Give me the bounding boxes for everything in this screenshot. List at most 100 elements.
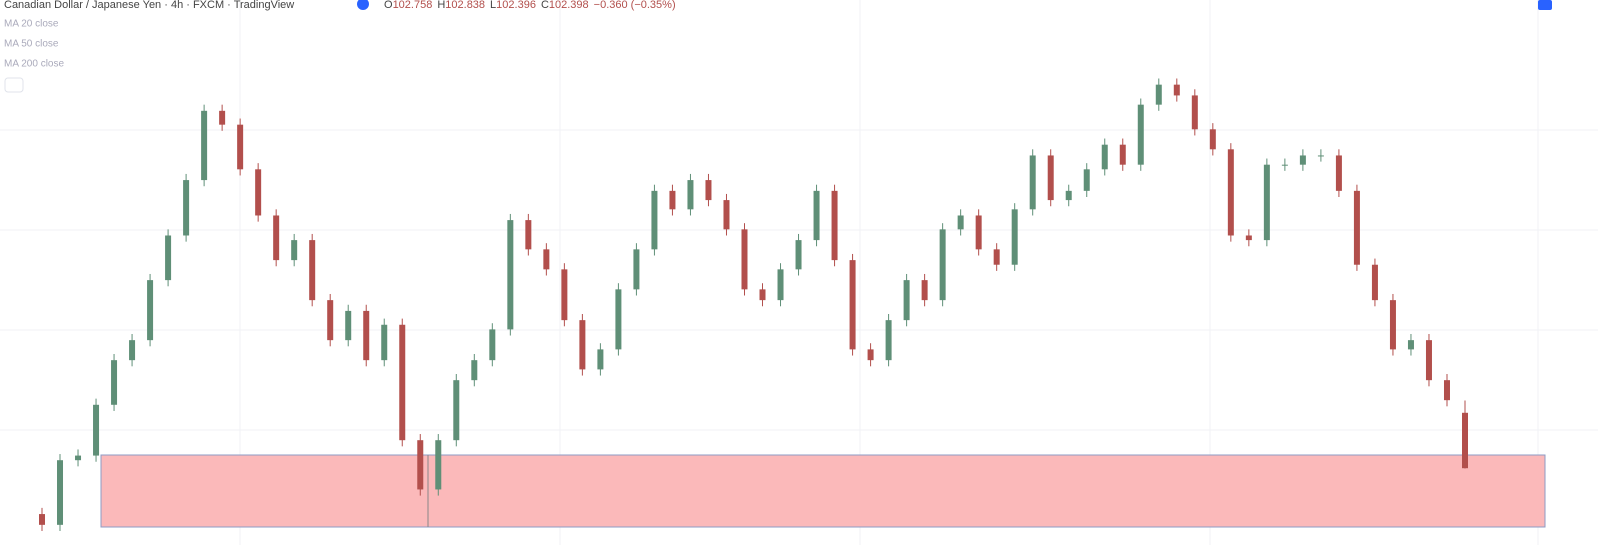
candle-body	[777, 269, 784, 301]
candle-body	[651, 190, 658, 250]
candle-body	[1407, 340, 1414, 350]
candle-body	[255, 169, 262, 216]
candle-body	[363, 310, 370, 361]
candle-body	[165, 235, 172, 281]
candle-body	[183, 180, 190, 236]
candle-body	[561, 269, 568, 321]
candle-body	[1119, 144, 1126, 165]
candle-body	[1083, 169, 1090, 191]
candle-body	[1335, 155, 1342, 191]
candle-body	[525, 220, 532, 250]
candle-body	[1425, 340, 1432, 381]
ohlc-letter: H	[437, 0, 445, 11]
indicator-label[interactable]: MA 20 close	[4, 19, 59, 30]
candle-body	[1389, 300, 1396, 350]
candle-body	[1353, 190, 1360, 265]
candle-body	[75, 455, 82, 461]
collapse-button[interactable]	[4, 77, 24, 93]
candle-body	[381, 324, 388, 361]
candle-body	[1317, 155, 1324, 157]
candle-body	[435, 440, 442, 490]
candle-body	[1299, 155, 1306, 165]
candle-body	[1371, 264, 1378, 301]
candle-body	[39, 514, 45, 525]
candle-body	[453, 380, 460, 441]
candle-body	[867, 349, 874, 361]
candle-body	[399, 324, 406, 441]
candle-body	[129, 340, 136, 361]
symbol-title: Canadian Dollar / Japanese Yen · 4h · FX…	[4, 0, 294, 11]
candle-body	[489, 329, 496, 361]
candle-body	[93, 404, 100, 456]
candle-body	[903, 280, 910, 321]
candle-body	[291, 240, 298, 261]
candle-body	[885, 320, 892, 361]
candle-body	[1047, 155, 1054, 201]
candle-body	[993, 249, 1000, 265]
candle-body	[309, 240, 316, 301]
candle-body	[1011, 209, 1018, 265]
candle-body	[57, 460, 64, 525]
candle-body	[633, 249, 640, 290]
candle-body	[471, 360, 478, 381]
candle-body	[1191, 95, 1198, 130]
candle-body	[687, 180, 694, 210]
candle-body	[1101, 144, 1108, 170]
candle-body	[1281, 164, 1288, 166]
candle-body	[579, 320, 586, 370]
candle-body	[795, 240, 802, 270]
candle-body	[327, 300, 334, 341]
candle-body	[1155, 84, 1162, 105]
candle-body	[543, 249, 550, 270]
candle-body	[975, 215, 982, 250]
candle-body	[147, 280, 154, 341]
change: −0.360 (−0.35%)	[594, 0, 676, 11]
ohlc-letter: O	[384, 0, 393, 11]
candle-body	[921, 280, 928, 301]
indicator-label[interactable]: MA 50 close	[4, 39, 59, 50]
candle-body	[813, 190, 820, 241]
candle-body	[669, 190, 676, 210]
candle-body	[417, 440, 424, 490]
ohlc-readout: O 102.758 H 102.838 L 102.396 C 102.398	[384, 0, 589, 11]
candle-body	[831, 190, 838, 261]
candle-body	[111, 360, 118, 405]
ohlc-value: 102.396	[496, 0, 536, 11]
candle-body	[615, 289, 622, 350]
candle-body	[1065, 190, 1072, 201]
replay-icon[interactable]	[357, 0, 369, 10]
ohlc-letter: C	[541, 0, 549, 11]
candle-body	[597, 349, 604, 370]
candle-body	[1462, 412, 1468, 469]
candle-body	[957, 215, 964, 230]
candle-body	[1173, 84, 1180, 96]
candle-body	[507, 220, 514, 330]
candle-body	[237, 124, 244, 170]
indicator-label[interactable]: MA 200 close	[4, 59, 64, 70]
candle-body	[705, 180, 712, 201]
candles	[39, 78, 1468, 531]
candle-body	[201, 110, 208, 181]
candle-body	[219, 110, 226, 125]
ohlc-value: 102.398	[549, 0, 589, 11]
toolbar-button[interactable]	[1538, 0, 1552, 10]
candle-body	[939, 229, 946, 301]
candle-body	[741, 229, 748, 290]
candle-body	[1443, 380, 1450, 401]
candle-body	[1029, 155, 1036, 210]
candle-body	[1209, 129, 1216, 150]
support-zone	[100, 454, 1546, 528]
candle-body	[1263, 164, 1270, 241]
candle-body	[759, 289, 766, 301]
candle-body	[1227, 149, 1234, 236]
ohlc-value: 102.758	[393, 0, 433, 11]
ohlc-letter: L	[490, 0, 496, 11]
candle-body	[1137, 104, 1144, 165]
candle-body	[273, 215, 280, 261]
candle-body	[345, 310, 352, 341]
candle-body	[1245, 235, 1252, 241]
candle-body	[723, 200, 730, 230]
candle-body	[849, 260, 856, 350]
